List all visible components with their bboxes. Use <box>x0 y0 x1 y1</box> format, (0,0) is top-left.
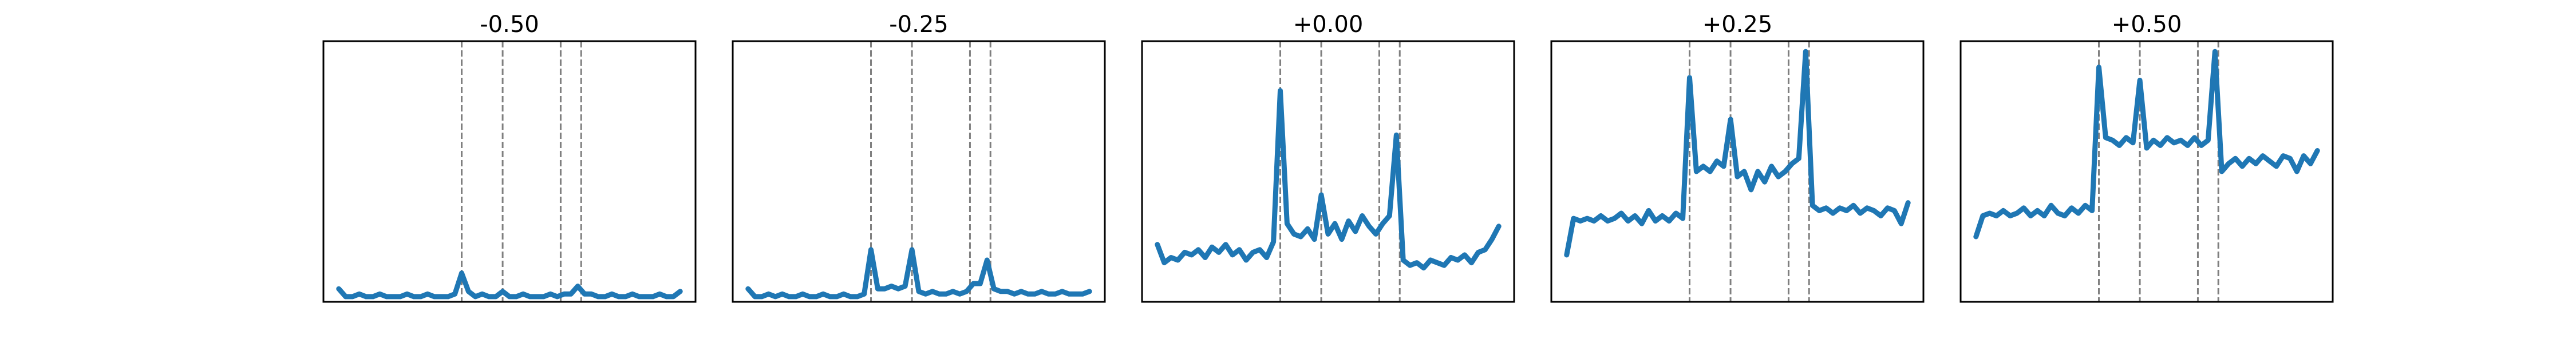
subplot-title: +0.00 <box>1293 11 1364 38</box>
data-line <box>1973 49 2320 240</box>
data-line <box>745 247 1092 300</box>
subplot: +0.00 <box>1141 11 1515 303</box>
plot-area <box>1564 41 1911 302</box>
subplot: -0.25 <box>732 11 1106 303</box>
subplot-title: -0.25 <box>889 11 949 38</box>
plot-area <box>336 41 683 302</box>
axes-frame <box>322 40 697 303</box>
subplot-title: +0.50 <box>2112 11 2182 38</box>
plot-area <box>745 41 1092 302</box>
axes-frame <box>1959 40 2334 303</box>
subplot-title: +0.25 <box>1702 11 1773 38</box>
subplot: -0.50 <box>322 11 697 303</box>
axes-frame <box>732 40 1106 303</box>
subplot-title: -0.50 <box>480 11 539 38</box>
data-line <box>1155 88 1502 271</box>
data-line <box>1564 49 1911 258</box>
plot-area <box>1973 41 2320 302</box>
axes-frame <box>1141 40 1515 303</box>
subplot: +0.25 <box>1550 11 1925 303</box>
axes-frame <box>1550 40 1925 303</box>
data-line <box>336 270 683 300</box>
subplot: +0.50 <box>1959 11 2334 303</box>
plot-area <box>1155 41 1502 302</box>
